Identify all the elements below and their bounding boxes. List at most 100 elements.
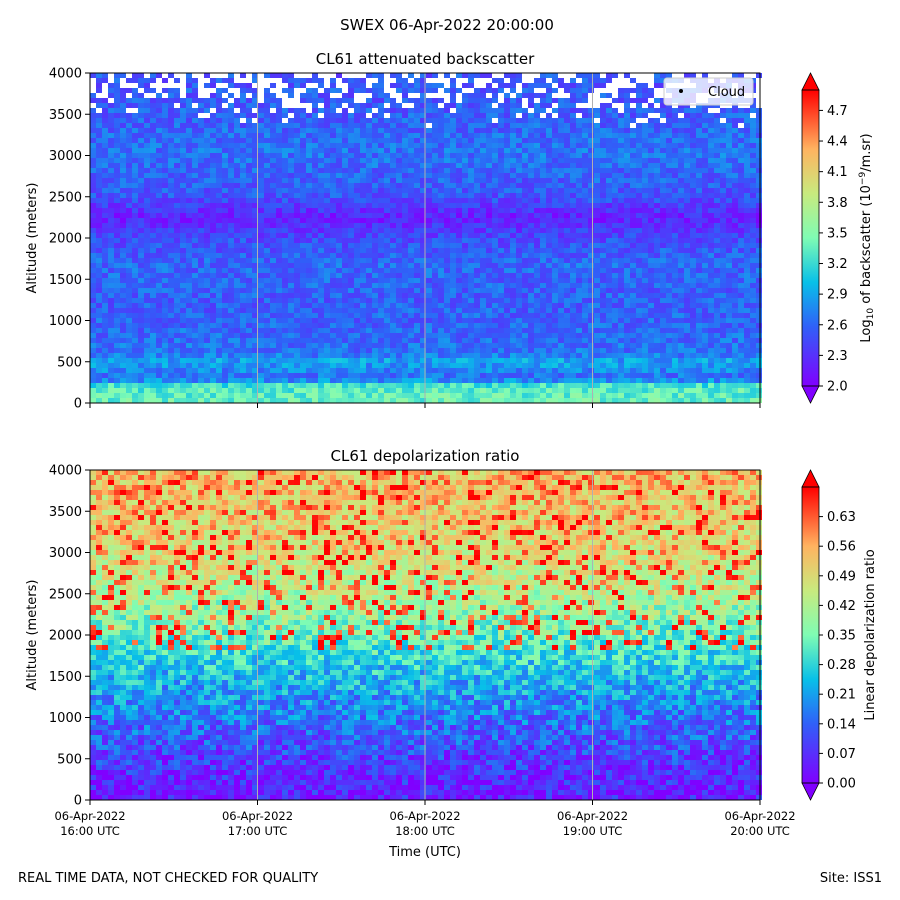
backscatter-heatmap-cell <box>672 278 678 283</box>
backscatter-heatmap-cell <box>150 248 156 253</box>
backscatter-heatmap-cell <box>672 183 678 188</box>
backscatter-heatmap-cell <box>378 308 384 313</box>
backscatter-heatmap-cell <box>456 248 462 253</box>
backscatter-heatmap-cell <box>420 283 426 288</box>
backscatter-heatmap-cell <box>432 123 438 128</box>
backscatter-heatmap-cell <box>96 123 102 128</box>
backscatter-heatmap-cell <box>546 233 552 238</box>
backscatter-heatmap-cell <box>732 168 738 173</box>
backscatter-heatmap-cell <box>324 178 330 183</box>
backscatter-heatmap-cell <box>414 103 420 108</box>
backscatter-heatmap-cell <box>222 183 228 188</box>
backscatter-heatmap-cell <box>108 308 114 313</box>
backscatter-heatmap-cell <box>660 243 666 248</box>
backscatter-heatmap-cell <box>582 263 588 268</box>
backscatter-heatmap-cell <box>474 208 480 213</box>
backscatter-heatmap-cell <box>654 228 660 233</box>
backscatter-heatmap-cell <box>252 88 258 93</box>
backscatter-heatmap-cell <box>630 198 636 203</box>
backscatter-heatmap-cell <box>714 278 720 283</box>
backscatter-heatmap-cell <box>528 173 534 178</box>
backscatter-heatmap-cell <box>546 238 552 243</box>
backscatter-heatmap-cell <box>582 148 588 153</box>
backscatter-heatmap-cell <box>198 168 204 173</box>
backscatter-heatmap-cell <box>372 148 378 153</box>
backscatter-heatmap-cell <box>642 178 648 183</box>
backscatter-heatmap-cell <box>186 213 192 218</box>
backscatter-heatmap-cell <box>318 128 324 133</box>
backscatter-heatmap-cell <box>672 133 678 138</box>
backscatter-heatmap-cell <box>150 218 156 223</box>
backscatter-heatmap-cell <box>732 138 738 143</box>
backscatter-heatmap-cell <box>546 83 552 88</box>
backscatter-heatmap-cell <box>474 278 480 283</box>
backscatter-heatmap-cell <box>168 118 174 123</box>
backscatter-heatmap-cell <box>108 148 114 153</box>
backscatter-heatmap-cell <box>366 208 372 213</box>
backscatter-heatmap-cell <box>486 223 492 228</box>
backscatter-heatmap-cell <box>126 303 132 308</box>
backscatter-heatmap-cell <box>162 228 168 233</box>
backscatter-heatmap-cell <box>498 293 504 298</box>
backscatter-heatmap-cell <box>132 103 138 108</box>
backscatter-heatmap-cell <box>480 143 486 148</box>
backscatter-heatmap-cell <box>744 163 750 168</box>
backscatter-heatmap-cell <box>180 168 186 173</box>
backscatter-heatmap-cell <box>234 113 240 118</box>
backscatter-heatmap-cell <box>402 163 408 168</box>
backscatter-heatmap-cell <box>96 78 102 83</box>
backscatter-heatmap-cell <box>198 268 204 273</box>
backscatter-heatmap-cell <box>654 213 660 218</box>
backscatter-heatmap-cell <box>504 298 510 303</box>
backscatter-heatmap-cell <box>756 173 762 178</box>
backscatter-heatmap-cell <box>744 293 750 298</box>
backscatter-heatmap-cell <box>522 253 528 258</box>
backscatter-heatmap-cell <box>174 98 180 103</box>
backscatter-heatmap-cell <box>366 128 372 133</box>
backscatter-heatmap-cell <box>462 208 468 213</box>
backscatter-heatmap-cell <box>696 303 702 308</box>
backscatter-heatmap-cell <box>138 193 144 198</box>
backscatter-heatmap-cell <box>204 138 210 143</box>
backscatter-heatmap-cell <box>138 123 144 128</box>
backscatter-heatmap-cell <box>132 218 138 223</box>
backscatter-heatmap-cell <box>522 118 528 123</box>
backscatter-heatmap-cell <box>492 88 498 93</box>
backscatter-heatmap-cell <box>624 113 630 118</box>
backscatter-heatmap-cell <box>492 298 498 303</box>
backscatter-heatmap-cell <box>366 158 372 163</box>
backscatter-heatmap-cell <box>132 228 138 233</box>
backscatter-heatmap-cell <box>282 158 288 163</box>
backscatter-heatmap-cell <box>540 273 546 278</box>
backscatter-heatmap-cell <box>606 238 612 243</box>
backscatter-heatmap-cell <box>534 263 540 268</box>
backscatter-heatmap-cell <box>606 253 612 258</box>
backscatter-heatmap-cell <box>144 228 150 233</box>
backscatter-heatmap-cell <box>324 118 330 123</box>
backscatter-heatmap-cell <box>90 153 96 158</box>
backscatter-heatmap-cell <box>252 128 258 133</box>
backscatter-heatmap-cell <box>330 183 336 188</box>
backscatter-heatmap-cell <box>360 213 366 218</box>
backscatter-heatmap-cell <box>714 178 720 183</box>
backscatter-heatmap-cell <box>204 253 210 258</box>
backscatter-heatmap-cell <box>630 303 636 308</box>
backscatter-heatmap-cell <box>108 223 114 228</box>
backscatter-heatmap-cell <box>558 273 564 278</box>
backscatter-heatmap-cell <box>486 183 492 188</box>
backscatter-heatmap-cell <box>132 173 138 178</box>
backscatter-heatmap-cell <box>504 248 510 253</box>
backscatter-heatmap-cell <box>654 183 660 188</box>
backscatter-heatmap-cell <box>384 153 390 158</box>
backscatter-heatmap-cell <box>654 128 660 133</box>
backscatter-heatmap-cell <box>456 128 462 133</box>
backscatter-heatmap-cell <box>132 198 138 203</box>
backscatter-heatmap-cell <box>450 193 456 198</box>
backscatter-heatmap-cell <box>480 293 486 298</box>
backscatter-heatmap-cell <box>744 183 750 188</box>
backscatter-heatmap-cell <box>258 108 264 113</box>
backscatter-heatmap-cell <box>114 228 120 233</box>
backscatter-heatmap-cell <box>588 288 594 293</box>
backscatter-heatmap-cell <box>516 303 522 308</box>
backscatter-heatmap-cell <box>180 258 186 263</box>
